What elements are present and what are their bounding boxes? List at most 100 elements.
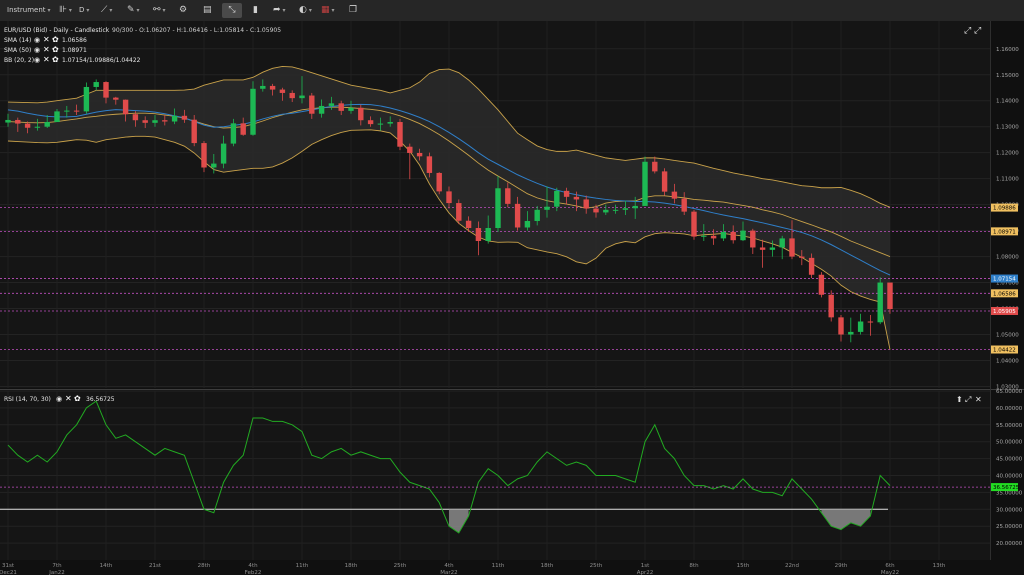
candle-body: [24, 123, 31, 128]
candle-body: [132, 114, 139, 121]
candle-body: [122, 99, 129, 115]
candle-body: [240, 123, 246, 135]
timeframe-menu[interactable]: D ▾: [76, 3, 92, 18]
theme-button[interactable]: ◐ ▾: [296, 3, 315, 18]
layout-icon: ▤: [203, 5, 212, 15]
candle-body: [505, 188, 511, 204]
price-tag: [991, 289, 1018, 298]
price-tick-label: 1.12000: [996, 151, 1019, 157]
sma14-line: [7, 103, 891, 276]
indicator-lines: [7, 66, 891, 350]
move-up-icon[interactable]: ⬆: [956, 395, 963, 404]
time-tick-day: 25th: [590, 563, 603, 569]
price-tag: [991, 227, 1018, 236]
candle-body: [328, 103, 335, 106]
chevron-down-icon: ▾: [331, 7, 335, 14]
fullscreen-button[interactable]: ⤡: [222, 3, 242, 18]
language-button[interactable]: ▦ ▾: [318, 3, 338, 18]
rsi-oversold-area: [821, 509, 871, 530]
candle-body: [887, 282, 893, 310]
pencil-button[interactable]: ✎ ▾: [124, 3, 143, 18]
candle-body: [348, 107, 354, 111]
sma14-value: 1.06586: [62, 37, 87, 44]
expand-icon[interactable]: ⤢: [964, 395, 971, 404]
settings-button[interactable]: ⚙: [176, 3, 190, 18]
price-tag-label: 1.05905: [993, 309, 1016, 315]
rsi-tick-label: 40.00000: [996, 474, 1023, 480]
rsi-line: [7, 400, 891, 534]
time-tick-day: 4th: [248, 563, 258, 569]
candle-body: [426, 156, 433, 173]
rsi-label: RSI (14, 70, 30): [4, 396, 51, 403]
draw-tool-button[interactable]: ⟋ ▾: [98, 3, 115, 18]
indicator-button[interactable]: ⚯ ▾: [150, 3, 169, 18]
candle-body: [838, 317, 844, 335]
bar-chart-button[interactable]: ▮: [250, 3, 261, 18]
price-tags: 1.09886 1.08971 1.07154 1.06586 1.05905 1.044…: [991, 203, 1018, 354]
price-tick-label: 1.15000: [996, 73, 1019, 79]
candle-body: [779, 238, 785, 248]
close-icon[interactable]: ✕: [43, 55, 50, 64]
candle-type-button[interactable]: ⊪ ▾: [56, 3, 75, 18]
eye-icon[interactable]: ◉: [56, 395, 62, 403]
candle-body: [181, 115, 188, 120]
candle-body: [15, 119, 21, 124]
candle-body: [191, 119, 197, 144]
rsi-value: 36.56725: [86, 396, 115, 403]
candle-body: [407, 146, 413, 153]
time-tick-month: Mar22: [440, 570, 457, 575]
time-tick-day: 8th: [689, 563, 699, 569]
gear-icon[interactable]: ✿: [52, 35, 59, 44]
rsi-tick-label: 25.00000: [996, 524, 1023, 530]
chevron-down-icon: ▾: [308, 7, 312, 14]
chevron-down-icon: ▾: [47, 7, 51, 14]
close-icon[interactable]: ✕: [975, 395, 982, 404]
gear-icon[interactable]: ✿: [52, 45, 59, 54]
instrument-menu[interactable]: Instrument ▾: [4, 3, 54, 18]
candle-body: [475, 228, 482, 241]
instrument-label: Instrument: [7, 6, 46, 14]
chart-area[interactable]: 1.16000 1.15000 1.14000 1.13000 1.12000 1.110…: [0, 21, 1024, 575]
price-tag: [991, 203, 1018, 212]
chevron-down-icon: ▾: [136, 7, 140, 14]
candles: [5, 76, 893, 343]
candle-body: [201, 143, 207, 168]
eye-icon[interactable]: ◉: [34, 46, 40, 54]
share-button[interactable]: ➦ ▾: [270, 3, 289, 18]
candle-body: [554, 190, 560, 207]
time-tick-day: 28th: [198, 563, 211, 569]
close-icon[interactable]: ✕: [43, 45, 50, 54]
eye-icon[interactable]: ◉: [34, 36, 40, 44]
candle-body: [142, 120, 148, 123]
theme-icon: ◐: [299, 5, 307, 15]
eye-icon[interactable]: ◉: [34, 56, 40, 64]
candle-body: [808, 257, 815, 275]
close-icon[interactable]: ✕: [65, 394, 72, 403]
candle-body: [593, 208, 599, 213]
candle-body: [113, 97, 119, 100]
price-tag-label: 1.06586: [993, 291, 1016, 297]
time-tick-month: Feb22: [245, 570, 262, 575]
candle-body: [230, 123, 237, 144]
candle-body: [603, 209, 609, 213]
expand-icon[interactable]: ⤢: [973, 26, 981, 36]
candle-body: [54, 111, 60, 123]
rsi-tick-label: 20.00000: [996, 541, 1023, 547]
candle-body: [534, 209, 540, 221]
window-button[interactable]: ❐: [346, 3, 360, 18]
legend-title: EUR/USD (Bid) - Daily - Candlestick: [4, 27, 110, 34]
candle-body: [73, 110, 80, 112]
candle-body: [279, 89, 286, 93]
sma50-label: SMA (50): [4, 47, 31, 54]
expand-icon[interactable]: ⤢: [963, 26, 971, 36]
candle-body: [671, 191, 678, 199]
gear-icon[interactable]: ✿: [74, 394, 81, 403]
candle-body: [211, 163, 217, 168]
price-tick-label: 1.04000: [996, 358, 1019, 364]
rsi-tick-label: 65.00000: [996, 389, 1023, 395]
layout-button[interactable]: ▤: [200, 3, 215, 18]
gear-icon[interactable]: ✿: [52, 55, 59, 64]
price-tick-label: 1.05000: [996, 332, 1019, 338]
close-icon[interactable]: ✕: [43, 35, 50, 44]
